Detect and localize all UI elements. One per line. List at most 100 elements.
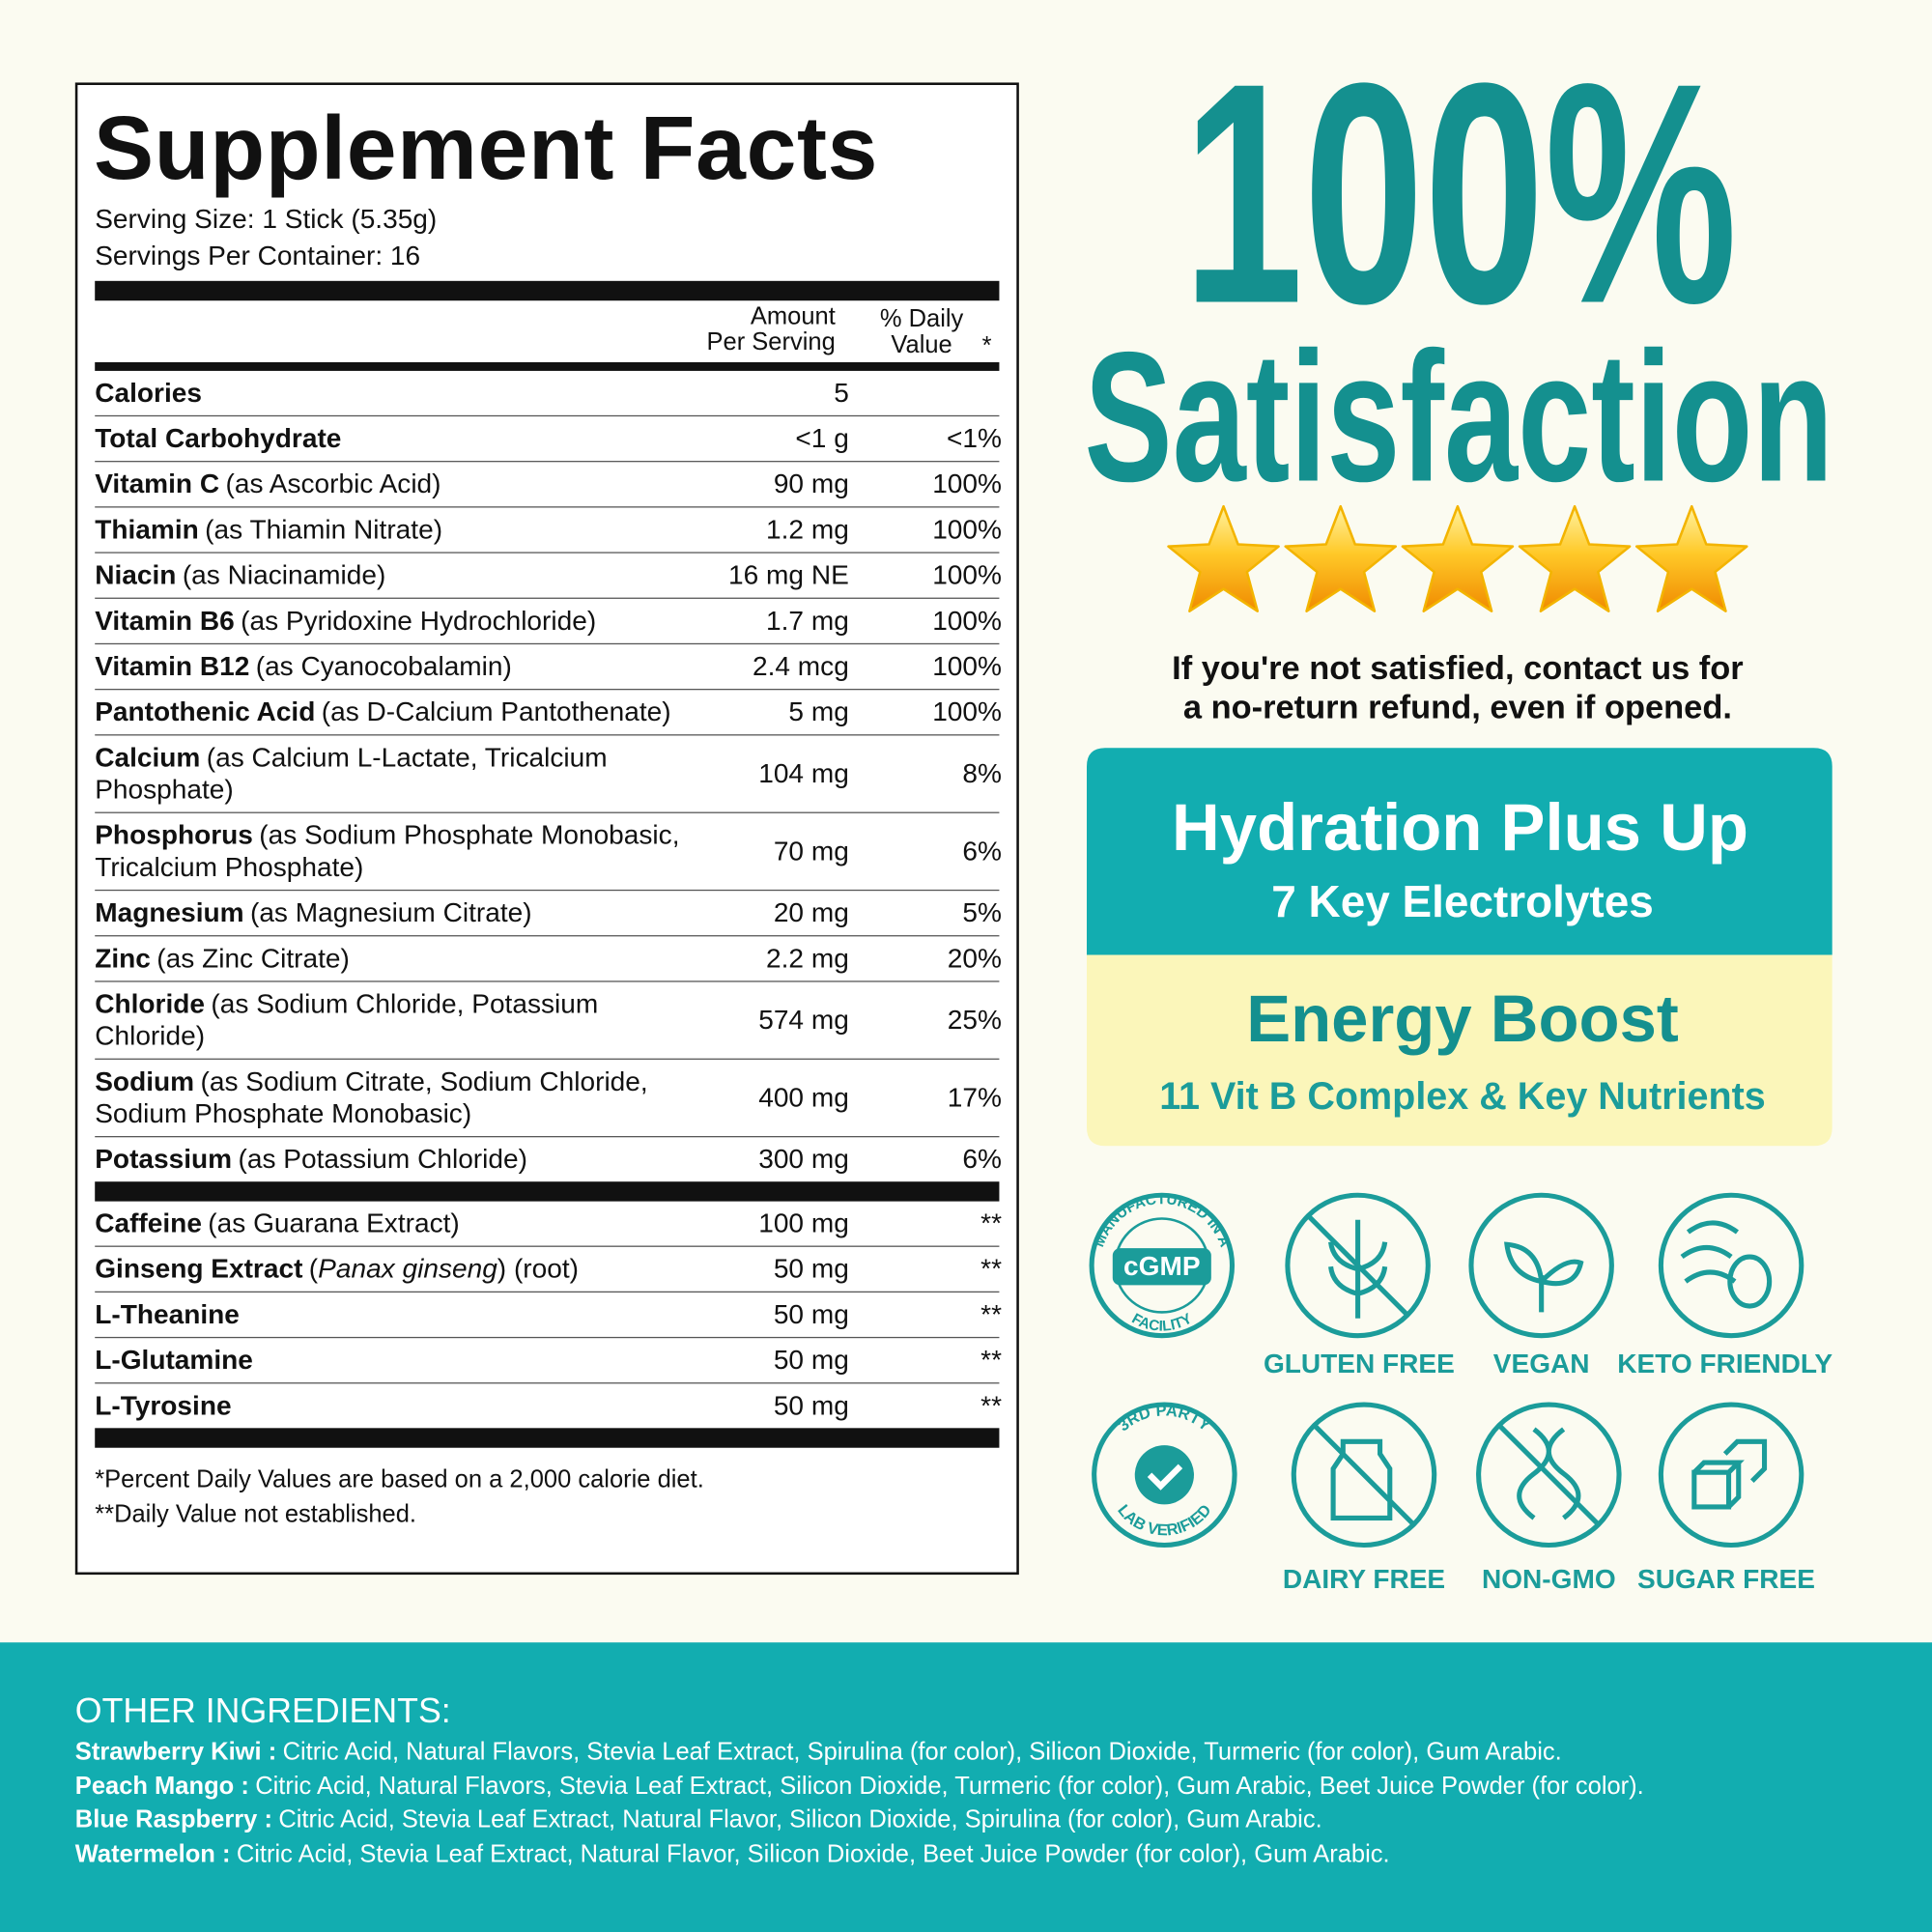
avocado (1727, 1254, 1773, 1309)
headline: 100% (1182, 17, 1737, 368)
amount: 5 (834, 377, 849, 409)
ingredient-line: Strawberry Kiwi : Citric Acid, Natural Fl… (75, 1739, 1562, 1767)
nutrient-name: Zinc (95, 942, 151, 974)
dairy-icon (1291, 1402, 1437, 1548)
facts-row: L-Tyrosine 50 mg ** (95, 1383, 1002, 1428)
icon-label: SUGAR FREE (1637, 1564, 1815, 1594)
icon-label: DAIRY FREE (1283, 1564, 1445, 1594)
slash (1497, 1423, 1601, 1526)
energy-box (1086, 954, 1833, 1147)
non-gmo-icon (1476, 1402, 1622, 1548)
other-ingredients: OTHER INGREDIENTS: Strawberry Kiwi : Citr… (0, 1642, 1932, 1932)
lab-badge (1092, 1402, 1237, 1548)
amount: 574 mg (758, 1004, 849, 1036)
cgmp-plate (1112, 1248, 1211, 1286)
amount: 104 mg (758, 757, 849, 789)
highlight-subtitle: 7 Key Electrolytes (1271, 876, 1654, 926)
sugar-icon (1658, 1402, 1804, 1548)
daily-value: 6% (962, 1143, 1002, 1175)
nutrient-cell: Phosphorus (as Sodium Phosphate Monobasic… (95, 819, 684, 883)
daily-value: 100% (932, 513, 1002, 545)
nutrient-cell: Vitamin B6 (as Pyridoxine Hydrochloride) (95, 605, 684, 637)
amount: 2.2 mg (766, 942, 849, 974)
facts-row: Ginseng Extract (Panax ginseng) (root) 50 … (95, 1247, 1002, 1293)
amount: 400 mg (758, 1081, 849, 1113)
nutrient-cell: Niacin (as Niacinamide) (95, 559, 684, 591)
daily-value-header: % Daily Value (867, 305, 978, 359)
nutrient-cell: Calcium (as Calcium L-Lactate, Tricalcium… (95, 742, 684, 806)
nutrient-detail: (as Magnesium Citrate) (249, 896, 532, 928)
nutrient-name: Vitamin B12 (95, 650, 250, 682)
keto-icon (1658, 1192, 1804, 1339)
star (1167, 504, 1280, 612)
nutrient-name: Niacin (95, 559, 177, 590)
amount: <1 g (795, 422, 849, 454)
nutrient-name: Caffeine (95, 1207, 202, 1238)
servings-per-container: Servings Per Container: 16 (95, 240, 421, 271)
vegan-icon (1468, 1192, 1614, 1339)
detail-part: ) (root) (497, 1253, 579, 1285)
nutrient-name: L-Glutamine (95, 1344, 253, 1376)
guarantee-line: a no-return refund, even if opened. (1183, 690, 1732, 726)
nutrient-cell: Caffeine (as Guarana Extract) (95, 1208, 684, 1239)
nutrient-detail: (as Cyanocobalamin) (255, 650, 512, 682)
gluten-icon (1285, 1192, 1431, 1339)
footnote: *Percent Daily Values are based on a 2,0… (95, 1465, 704, 1493)
badge-arc-text: MANUFACTURED IN A (1091, 1191, 1233, 1249)
leaf (1504, 1241, 1584, 1313)
cubes (1691, 1438, 1768, 1510)
medium-rule (95, 361, 1000, 371)
daily-value: ** (980, 1389, 1002, 1421)
serving-size: Serving Size: 1 Stick (5.35g) (95, 203, 438, 235)
facts-row: Magnesium (as Magnesium Citrate) 20 mg 5% (95, 891, 1002, 937)
nutrient-cell: Vitamin B12 (as Cyanocobalamin) (95, 650, 684, 682)
facts-rows: Calories 5 Total Carbohydrate <1 g <1% Vitami… (77, 371, 1016, 1532)
badge-arc-text: MANUFACTURED IN A (1091, 1191, 1233, 1249)
nutrient-cell: Total Carbohydrate (95, 422, 684, 454)
facts-row: Potassium (as Potassium Chloride) 300 mg 6% (95, 1137, 1002, 1181)
facts-row: Vitamin B12 (as Cyanocobalamin) 2.4 mcg 100… (95, 644, 1002, 691)
daily-value: 100% (932, 468, 1002, 499)
nutrient-detail: (as Sodium Chloride, Potassium Chloride) (95, 987, 599, 1052)
footnotes: *Percent Daily Values are based on a 2,0… (77, 1463, 1016, 1531)
supplement-facts-panel: Supplement Facts Serving Size: 1 Stick (… (74, 82, 1019, 1576)
amount: 100 mg (758, 1207, 849, 1238)
star (1518, 504, 1632, 612)
nutrient-name: Chloride (95, 987, 206, 1019)
nutrient-cell: Ginseng Extract (Panax ginseng) (root) (95, 1253, 684, 1285)
nutrient-cell: Vitamin C (as Ascorbic Acid) (95, 469, 684, 500)
nutrient-cell: L-Tyrosine (95, 1390, 684, 1422)
ingredient-text: Citric Acid, Stevia Leaf Extract, Natura… (236, 1839, 1390, 1868)
nutrient-detail: (Panax ginseng) (root) (309, 1253, 579, 1284)
other-ingredients-title: OTHER INGREDIENTS: (74, 1691, 451, 1730)
nutrient-name: Potassium (95, 1143, 233, 1175)
nutrient-name: Ginseng Extract (95, 1253, 303, 1285)
daily-value: ** (980, 1298, 1002, 1330)
amount: 2.4 mcg (752, 650, 849, 682)
badge-center: cGMP (1123, 1251, 1201, 1281)
facts-row: Calories 5 (95, 371, 1000, 417)
nutrient-detail: (as Niacinamide) (182, 559, 386, 590)
nutrient-name: Magnesium (95, 896, 244, 928)
amount: 90 mg (773, 468, 849, 499)
facts-title: Supplement Facts (93, 99, 879, 199)
star (1634, 504, 1748, 612)
lab-check-disc (1134, 1445, 1194, 1505)
nutrient-cell: Zinc (as Zinc Citrate) (95, 943, 684, 975)
nutrient-name: Thiamin (95, 513, 199, 545)
header-line: % Daily (879, 305, 964, 333)
nutrient-cell: Pantothenic Acid (as D-Calcium Pantothena… (95, 696, 684, 728)
flavor-name: Watermelon : (74, 1839, 231, 1868)
facts-row: Thiamin (as Thiamin Nitrate) 1.2 mg 100% (95, 508, 1002, 554)
daily-value: ** (980, 1207, 1002, 1238)
daily-value: 100% (932, 605, 1002, 637)
nutrient-name: Calories (95, 377, 202, 409)
dna (1517, 1427, 1581, 1520)
thick-rule (95, 280, 1000, 301)
amount: 50 mg (773, 1344, 849, 1376)
hydration-box (1086, 748, 1833, 955)
flavor-name: Blue Raspberry : (74, 1805, 272, 1833)
nutrient-detail: (as Zinc Citrate) (156, 942, 350, 974)
amount: 70 mg (773, 835, 849, 867)
